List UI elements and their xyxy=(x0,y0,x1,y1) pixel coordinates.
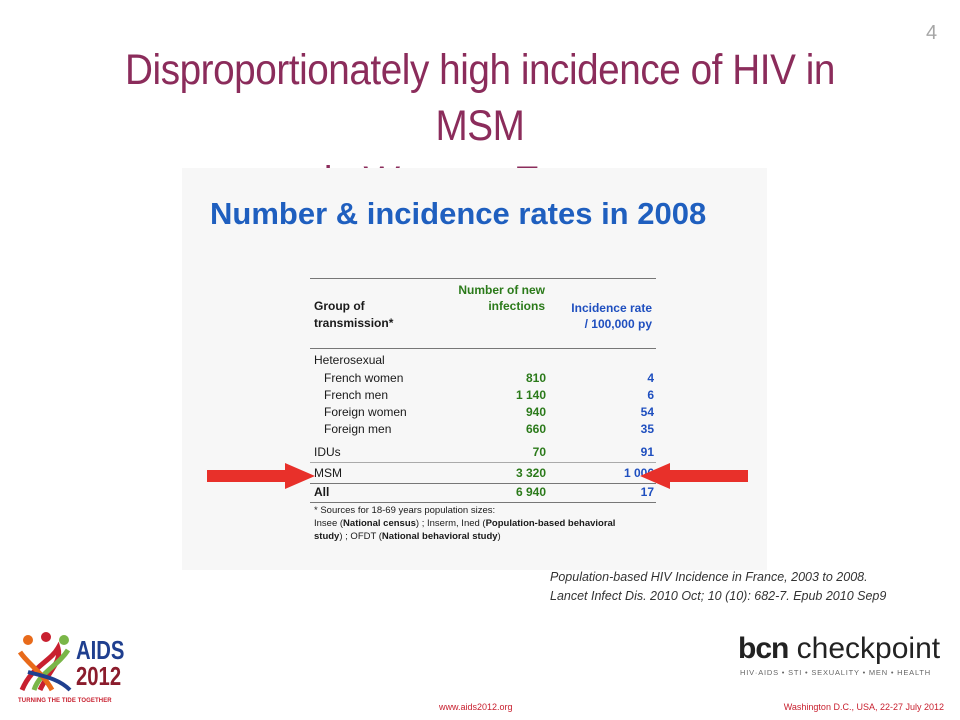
left-arrow-icon xyxy=(640,463,748,489)
table-rule xyxy=(310,278,656,279)
table-figure: Number & incidence rates in 2008 Group o… xyxy=(182,168,767,570)
footer-url: www.aids2012.org xyxy=(439,702,513,712)
table-heading: Number & incidence rates in 2008 xyxy=(210,196,707,231)
col-header-new-infections: Number of new infections xyxy=(458,283,545,313)
aids-tagline: TURNING THE TIDE TOGETHER xyxy=(18,698,112,704)
footer-event: Washington D.C., USA, 22-27 July 2012 xyxy=(783,702,944,712)
table-rule xyxy=(310,502,656,503)
table-row-french-women: French women 810 4 xyxy=(324,371,654,385)
table-row-all: All 6 940 17 xyxy=(314,485,654,499)
table-rule xyxy=(310,462,656,463)
table-rule xyxy=(310,348,656,349)
slide-number: 4 xyxy=(926,22,938,44)
table-row-msm: MSM 3 320 1 006 xyxy=(314,466,654,480)
col-header-incidence-rate: Incidence rate / 100,000 py xyxy=(571,301,652,331)
citation: Population-based HIV Incidence in France… xyxy=(550,570,887,603)
table-row-idus: IDUs 70 91 xyxy=(314,445,654,459)
table-row-french-men: French men 1 140 6 xyxy=(324,388,654,402)
aids-year: 2012 xyxy=(76,661,122,691)
table-row-foreign-men: Foreign men 660 35 xyxy=(324,422,654,436)
bcn-tagline: HIV·AIDS • STI • SEXUALITY • MEN • HEALT… xyxy=(740,668,931,677)
aids2012-logo: AIDS 2012 TURNING THE TIDE TOGETHER xyxy=(18,632,128,710)
title-line-1: Disproportionately high incidence of HIV… xyxy=(125,46,835,150)
table-rule xyxy=(310,483,656,484)
aids-wordmark: AIDS xyxy=(76,635,125,665)
table-footnote: * Sources for 18-69 years population siz… xyxy=(314,505,616,542)
col-header-group: Group of transmission* xyxy=(314,299,394,330)
right-arrow-icon xyxy=(207,463,315,489)
bcn-checkpoint-logo: bcn checkpoint HIV·AIDS • STI • SEXUALIT… xyxy=(738,632,941,677)
table-row-foreign-women: Foreign women 940 54 xyxy=(324,405,654,419)
ribbon-people-icon xyxy=(18,632,72,692)
table-row-heterosexual: Heterosexual xyxy=(314,353,385,367)
